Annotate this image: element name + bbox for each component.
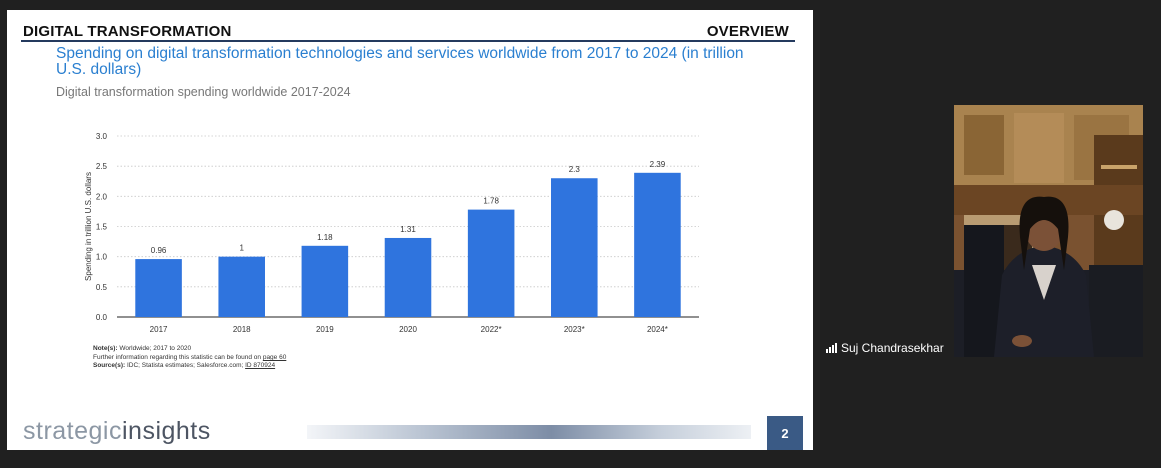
chart-note: Note(s): Worldwide; 2017 to 2020 — [93, 345, 191, 352]
x-tick-label: 2022* — [481, 325, 502, 334]
presentation-slide: DIGITAL TRANSFORMATION OVERVIEW Spending… — [7, 10, 813, 450]
bar — [634, 172, 681, 317]
bar-value-label: 2.3 — [569, 165, 581, 174]
bar-value-label: 1.31 — [400, 225, 416, 234]
bar — [135, 259, 182, 317]
x-tick-label: 2020 — [399, 325, 417, 334]
y-tick-label: 2.5 — [96, 162, 108, 171]
further-info-text: Further information regarding this stati… — [93, 354, 262, 361]
slide-overview-label: OVERVIEW — [706, 23, 789, 40]
x-tick-label: 2024* — [647, 325, 668, 334]
y-tick-label: 0.5 — [96, 283, 108, 292]
chart-subtitle: Digital transformation spending worldwid… — [56, 85, 351, 99]
further-info: Further information regarding this stati… — [93, 354, 286, 361]
bar-value-label: 1.18 — [317, 233, 333, 242]
x-tick-label: 2018 — [233, 325, 251, 334]
bar-chart: 0.0 0.5 1.0 1.5 2.0 2.5 3.0 0.96 2017 1 2018 1.18 20… — [84, 132, 699, 334]
bar-value-label: 1 — [239, 244, 244, 253]
source-label: Source(s): — [93, 362, 126, 369]
signal-strength-icon — [826, 343, 837, 353]
participant-video[interactable] — [954, 105, 1143, 357]
chart-title: Spending on digital transformation techn… — [56, 45, 744, 78]
y-tick-label: 1.0 — [96, 253, 108, 262]
slide-section-title: DIGITAL TRANSFORMATION — [23, 23, 232, 40]
further-info-link[interactable]: page 60 — [262, 354, 287, 361]
x-tick-label: 2017 — [150, 325, 168, 334]
chart-source: Source(s): IDC; Statista estimates; Sale… — [93, 362, 275, 369]
y-tick-label: 3.0 — [96, 132, 108, 141]
logo-text-strategic: strategic — [23, 417, 122, 445]
y-tick-label: 2.0 — [96, 192, 108, 201]
bar — [218, 256, 265, 317]
y-axis-label: Spending in trillion U.S. dollars — [84, 172, 93, 281]
strategic-insights-logo: strategicinsights — [23, 417, 211, 446]
header-divider — [21, 40, 795, 42]
bar-value-label: 2.39 — [650, 160, 666, 169]
bar — [301, 245, 349, 317]
source-text: IDC; Statista estimates; Salesforce.com; — [126, 362, 244, 369]
participant-video-frame — [954, 105, 1143, 357]
logo-text-insights: insights — [121, 417, 211, 445]
note-label: Note(s): — [93, 345, 118, 352]
bar — [551, 178, 598, 317]
participant-name: Suj Chandrasekhar — [841, 341, 944, 355]
page-number: 2 — [767, 416, 803, 450]
bar — [467, 209, 515, 317]
y-tick-label: 1.5 — [96, 223, 108, 232]
bar-value-label: 1.78 — [483, 197, 499, 206]
source-link[interactable]: ID 870924 — [245, 362, 276, 369]
bar — [384, 237, 432, 317]
y-tick-label: 0.0 — [96, 313, 108, 322]
participant-name-tag: Suj Chandrasekhar — [826, 339, 948, 357]
x-tick-label: 2019 — [316, 325, 334, 334]
note-text: Worldwide; 2017 to 2020 — [119, 345, 192, 352]
x-tick-label: 2023* — [564, 325, 585, 334]
bar-value-label: 0.96 — [151, 246, 167, 255]
logo-gradient-bar — [307, 425, 751, 439]
